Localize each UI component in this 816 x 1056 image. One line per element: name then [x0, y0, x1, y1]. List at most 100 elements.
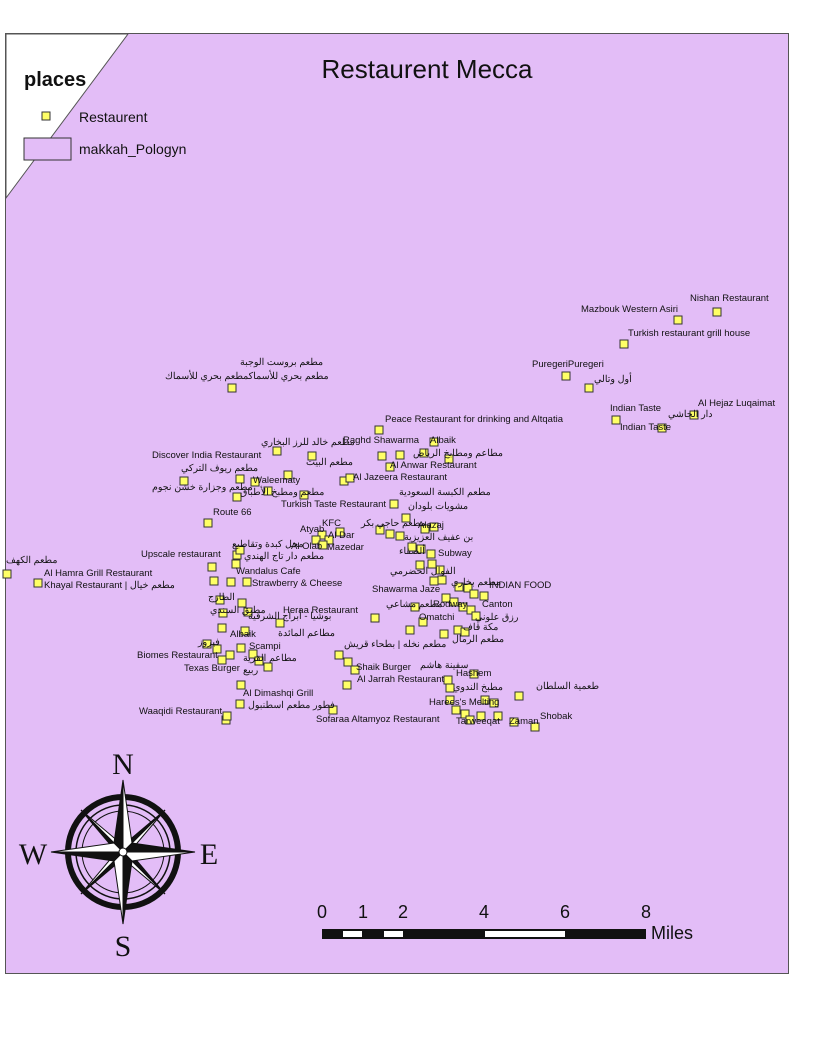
restaurant-marker[interactable] — [410, 602, 420, 612]
restaurant-marker[interactable] — [307, 451, 317, 461]
restaurant-marker[interactable] — [250, 477, 260, 487]
restaurant-marker[interactable] — [328, 705, 338, 715]
restaurant-marker[interactable] — [445, 683, 455, 693]
restaurant-marker[interactable] — [395, 450, 405, 460]
restaurant-markers[interactable] — [2, 307, 722, 732]
restaurant-marker[interactable] — [584, 383, 594, 393]
restaurant-marker[interactable] — [469, 589, 479, 599]
restaurant-marker[interactable] — [318, 540, 328, 550]
restaurant-marker[interactable] — [385, 462, 395, 472]
restaurant-marker[interactable] — [385, 529, 395, 539]
restaurant-marker[interactable] — [437, 575, 447, 585]
restaurant-marker[interactable] — [429, 437, 439, 447]
restaurant-marker[interactable] — [460, 627, 470, 637]
restaurant-marker[interactable] — [226, 577, 236, 587]
restaurant-marker[interactable] — [263, 486, 273, 496]
restaurant-marker[interactable] — [395, 531, 405, 541]
restaurant-marker[interactable] — [689, 410, 699, 420]
restaurant-marker[interactable] — [225, 650, 235, 660]
restaurant-marker[interactable] — [235, 545, 245, 555]
restaurant-marker[interactable] — [217, 655, 227, 665]
restaurant-marker[interactable] — [444, 454, 454, 464]
restaurant-marker[interactable] — [209, 576, 219, 586]
restaurant-marker[interactable] — [275, 618, 285, 628]
restaurant-marker[interactable] — [465, 715, 475, 725]
restaurant-marker[interactable] — [463, 583, 473, 593]
restaurant-marker[interactable] — [429, 522, 439, 532]
restaurant-marker[interactable] — [611, 415, 621, 425]
restaurant-marker[interactable] — [345, 473, 355, 483]
restaurant-marker[interactable] — [673, 315, 683, 325]
restaurant-marker[interactable] — [207, 562, 217, 572]
restaurant-marker[interactable] — [479, 591, 489, 601]
restaurant-marker[interactable] — [179, 476, 189, 486]
restaurant-marker[interactable] — [202, 639, 212, 649]
restaurant-marker[interactable] — [469, 669, 479, 679]
restaurant-marker[interactable] — [335, 527, 345, 537]
restaurant-marker[interactable] — [471, 611, 481, 621]
restaurant-marker[interactable] — [283, 470, 293, 480]
restaurant-marker[interactable] — [509, 717, 519, 727]
restaurant-marker[interactable] — [263, 662, 273, 672]
restaurant-marker[interactable] — [476, 711, 486, 721]
restaurant-marker[interactable] — [435, 565, 445, 575]
restaurant-marker[interactable] — [240, 626, 250, 636]
restaurant-marker[interactable] — [514, 691, 524, 701]
restaurant-marker[interactable] — [493, 711, 503, 721]
restaurant-marker[interactable] — [236, 680, 246, 690]
restaurant-marker[interactable] — [657, 423, 667, 433]
restaurant-marker[interactable] — [232, 492, 242, 502]
restaurant-marker[interactable] — [343, 657, 353, 667]
restaurant-marker[interactable] — [317, 530, 327, 540]
restaurant-marker[interactable] — [342, 680, 352, 690]
restaurant-marker[interactable] — [212, 644, 222, 654]
restaurant-marker[interactable] — [489, 698, 499, 708]
restaurant-marker[interactable] — [218, 608, 228, 618]
restaurant-marker[interactable] — [443, 675, 453, 685]
restaurant-marker[interactable] — [237, 598, 247, 608]
restaurant-marker[interactable] — [243, 607, 253, 617]
restaurant-marker[interactable] — [324, 535, 334, 545]
restaurant-marker[interactable] — [217, 623, 227, 633]
restaurant-marker[interactable] — [426, 549, 436, 559]
restaurant-marker[interactable] — [445, 695, 455, 705]
restaurant-marker[interactable] — [375, 525, 385, 535]
restaurant-marker[interactable] — [460, 709, 470, 719]
restaurant-marker[interactable] — [449, 597, 459, 607]
restaurant-marker[interactable] — [33, 578, 43, 588]
restaurant-marker[interactable] — [370, 613, 380, 623]
restaurant-marker[interactable] — [311, 535, 321, 545]
restaurant-marker[interactable] — [561, 371, 571, 381]
restaurant-marker[interactable] — [712, 307, 722, 317]
restaurant-marker[interactable] — [235, 699, 245, 709]
restaurant-marker[interactable] — [530, 722, 540, 732]
restaurant-marker[interactable] — [227, 383, 237, 393]
restaurant-marker[interactable] — [419, 448, 429, 458]
restaurant-marker[interactable] — [236, 643, 246, 653]
restaurant-marker[interactable] — [334, 650, 344, 660]
restaurant-marker[interactable] — [374, 425, 384, 435]
restaurant-marker[interactable] — [377, 451, 387, 461]
restaurant-marker[interactable] — [350, 665, 360, 675]
restaurant-marker[interactable] — [405, 625, 415, 635]
restaurant-marker[interactable] — [415, 560, 425, 570]
restaurant-marker[interactable] — [2, 569, 12, 579]
restaurant-marker[interactable] — [416, 544, 426, 554]
restaurant-marker[interactable] — [480, 695, 490, 705]
restaurant-marker[interactable] — [272, 446, 282, 456]
restaurant-marker[interactable] — [248, 649, 258, 659]
restaurant-marker[interactable] — [254, 656, 264, 666]
restaurant-marker[interactable] — [451, 705, 461, 715]
restaurant-marker[interactable] — [427, 559, 437, 569]
restaurant-marker[interactable] — [231, 559, 241, 569]
restaurant-marker[interactable] — [203, 518, 213, 528]
restaurant-marker[interactable] — [407, 542, 417, 552]
restaurant-marker[interactable] — [466, 605, 476, 615]
restaurant-marker[interactable] — [235, 474, 245, 484]
restaurant-marker[interactable] — [418, 617, 428, 627]
restaurant-marker[interactable] — [215, 595, 225, 605]
restaurant-marker[interactable] — [242, 577, 252, 587]
restaurant-marker[interactable] — [619, 339, 629, 349]
restaurant-marker[interactable] — [222, 711, 232, 721]
